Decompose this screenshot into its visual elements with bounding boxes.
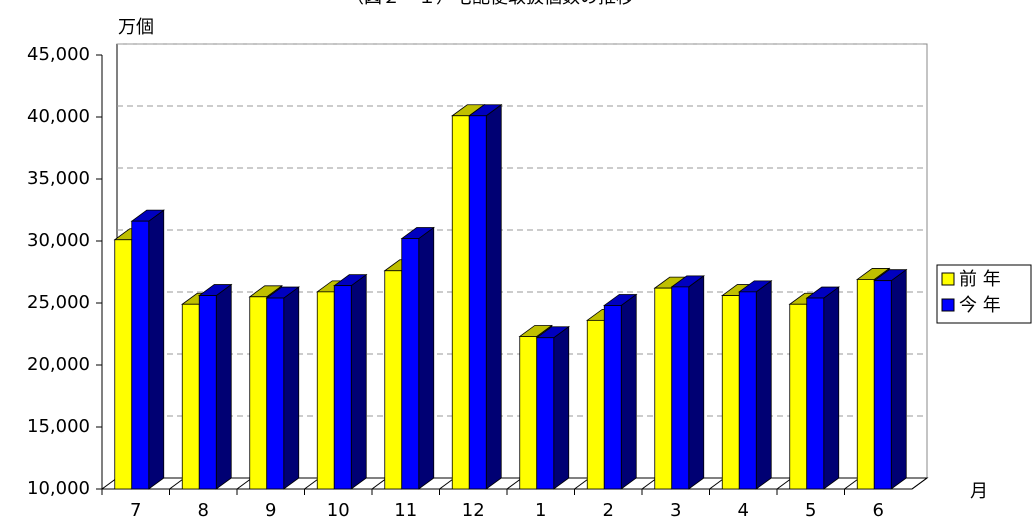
bar xyxy=(519,336,538,490)
bar xyxy=(266,297,285,490)
bar-side xyxy=(215,283,232,490)
x-tick-label: 4 xyxy=(738,500,749,521)
bar xyxy=(721,295,740,490)
x-tick-label: 6 xyxy=(873,500,884,521)
x-tick-back xyxy=(911,477,928,490)
bar xyxy=(114,239,133,490)
x-tick-label: 3 xyxy=(670,500,681,521)
x-tick-label: 9 xyxy=(265,500,276,521)
bar xyxy=(333,285,352,490)
x-tick-label: 5 xyxy=(805,500,816,521)
bar-side xyxy=(418,226,435,490)
bar xyxy=(856,279,875,490)
legend-swatch xyxy=(941,298,955,312)
bar xyxy=(384,270,403,490)
bar xyxy=(873,280,892,490)
x-axis-label: 月 xyxy=(970,481,988,502)
y-tick-label: 25,000 xyxy=(27,292,90,313)
x-tick-label: 2 xyxy=(603,500,614,521)
y-tick-label: 20,000 xyxy=(27,354,90,375)
x-tick-label: 1 xyxy=(535,500,546,521)
legend-label: 前 年 xyxy=(959,269,1001,290)
chart-title: （図２－１）宅配便取扱個数の推移 xyxy=(346,0,634,8)
bar xyxy=(316,291,335,490)
y-tick-label: 45,000 xyxy=(27,44,90,65)
bar xyxy=(249,296,268,490)
bar xyxy=(603,305,622,490)
x-tick-label: 12 xyxy=(462,500,485,521)
x-tick-label: 10 xyxy=(327,500,350,521)
bar xyxy=(806,297,825,490)
legend-swatch xyxy=(941,272,955,286)
bar-side xyxy=(755,280,772,490)
bar xyxy=(131,220,150,490)
bar xyxy=(451,115,470,490)
y-tick-label: 15,000 xyxy=(27,416,90,437)
bar xyxy=(654,287,673,490)
y-tick-label: 30,000 xyxy=(27,230,90,251)
y-axis-label: 万個 xyxy=(118,17,154,38)
bar xyxy=(181,303,200,490)
bar-side xyxy=(553,325,570,490)
bar-side xyxy=(350,273,367,490)
y-tick-label: 40,000 xyxy=(27,106,90,127)
bar xyxy=(789,303,808,490)
bar-side xyxy=(485,103,502,490)
bar-side xyxy=(283,286,300,490)
x-tick-label: 7 xyxy=(130,500,141,521)
bar xyxy=(536,337,555,490)
bar xyxy=(671,286,690,490)
bar-side xyxy=(890,268,907,490)
x-tick-label: 8 xyxy=(198,500,209,521)
bar-side xyxy=(620,293,637,490)
bar xyxy=(586,319,605,490)
bar xyxy=(738,291,757,490)
bar-side xyxy=(823,286,840,490)
bar-side xyxy=(688,275,705,490)
bar xyxy=(198,295,217,490)
bar xyxy=(401,238,420,490)
legend-label: 今 年 xyxy=(959,295,1001,316)
y-tick-label: 35,000 xyxy=(27,168,90,189)
bar-side xyxy=(148,209,165,490)
x-tick-label: 11 xyxy=(394,500,417,521)
y-tick-label: 10,000 xyxy=(27,478,90,499)
bar xyxy=(468,115,487,490)
